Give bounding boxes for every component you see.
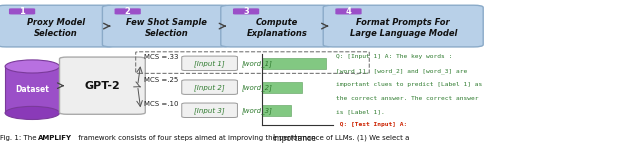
- Text: 4: 4: [346, 7, 351, 16]
- Text: MCS =.25: MCS =.25: [144, 77, 179, 83]
- Text: MCS =.33: MCS =.33: [144, 54, 179, 60]
- Text: Importance: Importance: [273, 134, 316, 143]
- Text: important clues to predict [Label 1] as: important clues to predict [Label 1] as: [336, 82, 483, 87]
- FancyBboxPatch shape: [182, 56, 237, 71]
- Text: GPT-2: GPT-2: [84, 81, 120, 91]
- FancyBboxPatch shape: [102, 5, 230, 47]
- Text: is [Label 1].: is [Label 1].: [336, 109, 385, 114]
- FancyBboxPatch shape: [323, 5, 483, 47]
- Text: Q: [Input 1] A: The key words :: Q: [Input 1] A: The key words :: [336, 54, 452, 59]
- Text: [word_2]: [word_2]: [242, 84, 273, 91]
- Text: [Input 3]: [Input 3]: [195, 107, 225, 114]
- Text: Compute
Explanations: Compute Explanations: [246, 18, 307, 38]
- Ellipse shape: [5, 106, 60, 119]
- FancyBboxPatch shape: [233, 8, 259, 14]
- FancyBboxPatch shape: [182, 103, 237, 117]
- Bar: [262, 58, 326, 69]
- Text: the correct answer. The correct answer: the correct answer. The correct answer: [336, 96, 479, 101]
- Text: Dataset: Dataset: [15, 85, 49, 94]
- FancyBboxPatch shape: [115, 8, 141, 14]
- FancyBboxPatch shape: [60, 57, 145, 114]
- Bar: [262, 82, 302, 93]
- Text: 2: 2: [125, 7, 131, 16]
- Text: MCS =.10: MCS =.10: [144, 101, 179, 107]
- Text: [Input 1]: [Input 1]: [195, 60, 225, 67]
- FancyBboxPatch shape: [221, 5, 333, 47]
- Bar: [5, 66, 60, 113]
- Text: Fig. 1: The: Fig. 1: The: [0, 135, 39, 141]
- Text: AMPLIFY: AMPLIFY: [38, 135, 72, 141]
- Bar: [262, 105, 291, 116]
- Text: Q: [Test Input] A:: Q: [Test Input] A:: [336, 122, 407, 127]
- Text: [Input 2]: [Input 2]: [195, 84, 225, 91]
- Text: [word_3]: [word_3]: [242, 107, 273, 114]
- FancyBboxPatch shape: [182, 80, 237, 94]
- FancyBboxPatch shape: [335, 8, 362, 14]
- Text: Few Shot Sample
Selection: Few Shot Sample Selection: [126, 18, 207, 38]
- FancyBboxPatch shape: [9, 8, 35, 14]
- Text: 1: 1: [19, 7, 25, 16]
- Text: [word_1], [word_2] and [word_3] are: [word_1], [word_2] and [word_3] are: [336, 68, 467, 74]
- Text: framework consists of four steps aimed at improving the performance of LLMs. (1): framework consists of four steps aimed a…: [76, 135, 409, 141]
- Text: [word_1]: [word_1]: [242, 60, 273, 67]
- Text: 3: 3: [243, 7, 249, 16]
- Text: Proxy Model
Selection: Proxy Model Selection: [27, 18, 85, 38]
- Ellipse shape: [5, 60, 60, 73]
- Text: Format Prompts For
Large Language Model: Format Prompts For Large Language Model: [349, 18, 457, 38]
- FancyBboxPatch shape: [0, 5, 115, 47]
